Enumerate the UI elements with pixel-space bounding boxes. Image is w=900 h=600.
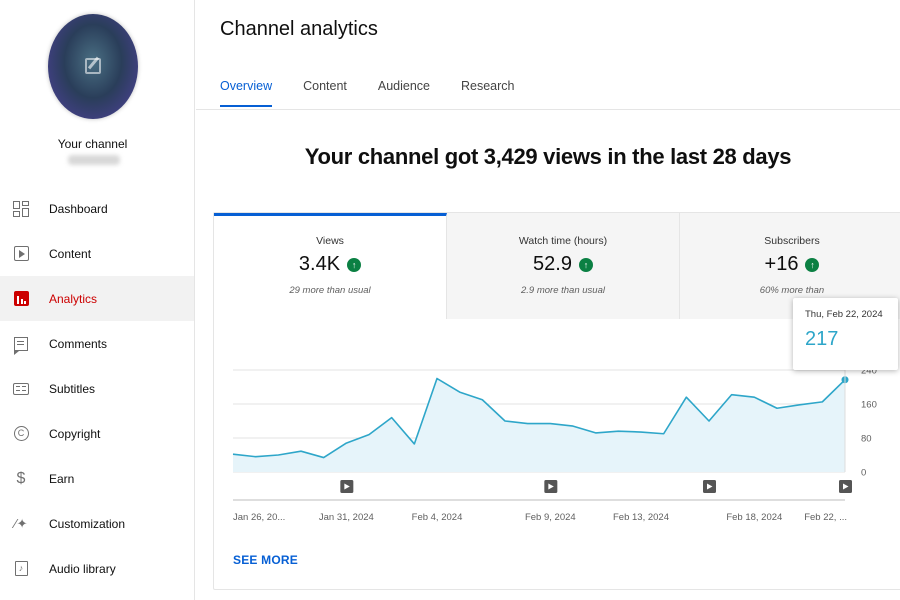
sidebar-item-label: Copyright <box>49 426 101 441</box>
see-more-link[interactable]: SEE MORE <box>233 553 298 567</box>
views-series-line <box>232 377 846 459</box>
sidebar-item-customization[interactable]: ⁄✦ Customization <box>0 501 194 546</box>
trend-up-icon: ↑ <box>805 257 820 272</box>
metric-watch-time[interactable]: Watch time (hours) 52.9 ↑ 2.9 more than u… <box>447 213 680 319</box>
tooltip-value: 217 <box>805 328 839 350</box>
x-tick-label: Jan 31, 2024 <box>319 512 374 523</box>
sidebar-item-copyright[interactable]: C Copyright <box>0 411 194 456</box>
x-tick-label: Feb 9, 2024 <box>525 512 576 523</box>
sidebar-item-label: Dashboard <box>49 201 108 216</box>
channel-avatar[interactable] <box>48 14 138 119</box>
sidebar-item-analytics[interactable]: Analytics <box>0 276 194 321</box>
magic-wand-icon: ⁄✦ <box>14 515 28 531</box>
sidebar-item-subtitles[interactable]: Subtitles <box>0 366 194 411</box>
play-icon <box>843 483 849 490</box>
tab-research[interactable]: Research <box>461 79 515 93</box>
tab-audience[interactable]: Audience <box>377 79 430 93</box>
overview-card: Views 3.4K ↑ 29 more than usual Watch tim… <box>213 212 900 590</box>
x-tick-label: Feb 22, ... <box>804 512 847 523</box>
copyright-icon: C <box>12 425 30 443</box>
sidebar-item-label: Earn <box>49 471 75 486</box>
sidebar-item-label: Content <box>49 246 92 261</box>
metric-comparison: 29 more than usual <box>289 285 371 296</box>
comments-icon <box>12 335 30 355</box>
play-icon <box>707 483 713 490</box>
sidebar-nav: Dashboard Content Analytics Comments Sub… <box>0 186 194 591</box>
main-content: Channel analytics Overview Content Audie… <box>196 0 900 600</box>
views-chart: 0 80 160 240 Jan 26, 20... Jan 31, 2024 Feb 4,… <box>232 366 877 523</box>
your-channel-label: Your channel <box>57 137 128 151</box>
y-tick-label: 240 <box>861 366 877 377</box>
y-tick-label: 160 <box>861 400 877 411</box>
sidebar-item-audio-library[interactable]: ♪ Audio library <box>0 546 194 591</box>
sidebar-item-comments[interactable]: Comments <box>0 321 194 366</box>
metric-value: +16 <box>764 253 799 275</box>
tabs-divider <box>196 109 900 110</box>
sidebar-item-label: Analytics <box>49 291 98 306</box>
sidebar-item-label: Audio library <box>49 561 116 576</box>
metric-cards: Views 3.4K ↑ 29 more than usual Watch tim… <box>214 213 900 319</box>
tooltip-date: Thu, Feb 22, 2024 <box>805 309 883 320</box>
sidebar-item-earn[interactable]: $ Earn <box>0 456 194 501</box>
x-tick-label: Jan 26, 20... <box>233 512 285 523</box>
metric-comparison: 60% more than <box>759 285 825 296</box>
sidebar: Your channel Dashboard Content Analytics… <box>0 0 195 600</box>
dashboard-icon <box>12 200 30 218</box>
sidebar-item-label: Comments <box>49 336 108 351</box>
dollar-icon: $ <box>16 469 26 487</box>
sidebar-item-label: Customization <box>49 516 126 531</box>
metric-label: Views <box>316 235 344 247</box>
metric-label: Subscribers <box>764 235 820 247</box>
metric-comparison: 2.9 more than usual <box>521 285 605 296</box>
sidebar-item-content[interactable]: Content <box>0 231 194 276</box>
edit-photo-icon[interactable] <box>85 58 101 74</box>
play-icon <box>548 483 554 490</box>
channel-handle-blurred <box>68 155 120 165</box>
metric-views[interactable]: Views 3.4K ↑ 29 more than usual <box>214 213 447 319</box>
trend-up-icon: ↑ <box>347 257 362 272</box>
analytics-icon <box>12 290 30 308</box>
tab-content[interactable]: Content <box>303 79 347 93</box>
audio-library-icon: ♪ <box>12 560 30 578</box>
metric-value: 3.4K <box>298 253 341 275</box>
area-fill <box>233 378 845 472</box>
trend-up-icon: ↑ <box>578 257 593 272</box>
subtitles-icon <box>12 380 30 398</box>
metric-value: 52.9 <box>533 253 572 275</box>
x-tick-label: Feb 18, 2024 <box>726 512 782 523</box>
page-title: Channel analytics <box>220 18 378 40</box>
chart-tooltip: Thu, Feb 22, 2024 217 <box>793 298 898 370</box>
views-headline: Your channel got 3,429 views in the last… <box>304 144 792 169</box>
y-tick-label: 80 <box>861 434 872 445</box>
x-tick-label: Feb 4, 2024 <box>412 512 463 523</box>
metric-label: Watch time (hours) <box>518 235 608 247</box>
sidebar-item-label: Subtitles <box>49 381 96 396</box>
tab-overview[interactable]: Overview <box>220 79 273 107</box>
x-tick-label: Feb 13, 2024 <box>613 512 669 523</box>
content-icon <box>12 245 30 263</box>
analytics-tabs: Overview Content Audience Research <box>220 79 546 107</box>
sidebar-item-dashboard[interactable]: Dashboard <box>0 186 194 231</box>
y-tick-label: 0 <box>861 468 866 479</box>
play-icon <box>344 483 350 490</box>
